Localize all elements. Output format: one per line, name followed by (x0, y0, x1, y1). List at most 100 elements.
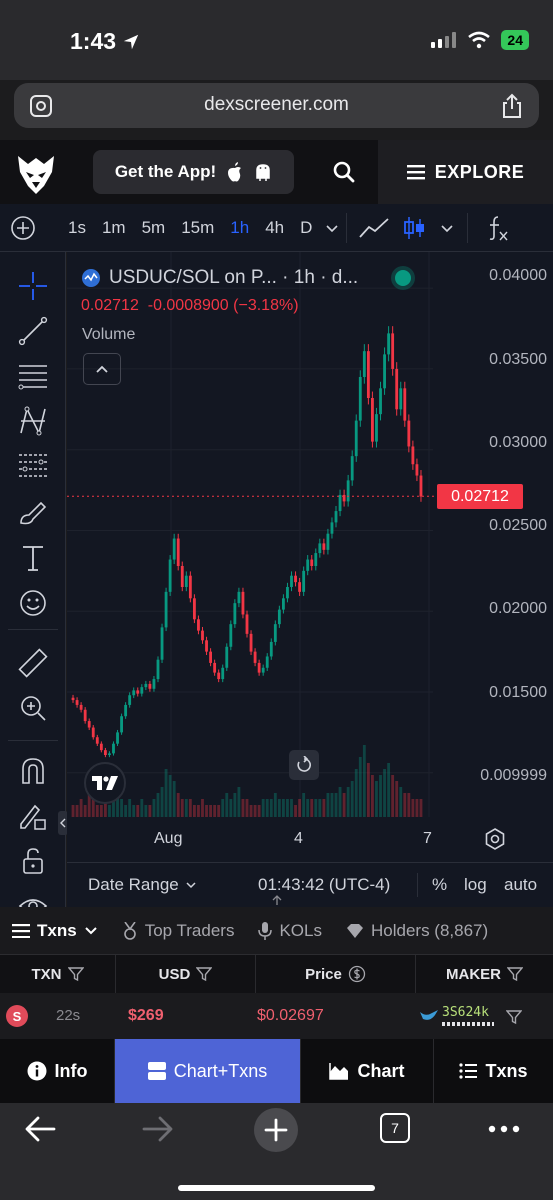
nav-txns[interactable]: Txns (434, 1039, 553, 1103)
brush-icon[interactable] (17, 497, 49, 529)
text-tool-icon[interactable] (17, 542, 49, 574)
price-axis-label: 0.009999 (480, 767, 547, 784)
tab-txns[interactable]: Txns (0, 921, 110, 941)
column-header-price[interactable]: Price (256, 955, 416, 993)
legend-change: -0.0008900 (147, 297, 229, 314)
crosshair-icon[interactable] (17, 270, 49, 302)
volume-bar (184, 799, 188, 817)
interval-15m[interactable]: 15m (181, 217, 215, 237)
table-row[interactable]: S 22s $269 $0.02697 3S624k (0, 993, 553, 1039)
emoji-icon[interactable] (17, 587, 49, 619)
filter-icon[interactable] (196, 966, 213, 982)
indicators-fx-icon[interactable] (484, 214, 512, 242)
interval-4h[interactable]: 4h (265, 217, 285, 237)
interval-dropdown-icon[interactable] (324, 220, 340, 236)
fib-retracement-icon[interactable] (17, 450, 49, 482)
more-options-icon[interactable] (488, 1125, 520, 1133)
stay-in-drawing-mode-icon[interactable] (17, 800, 49, 832)
price-axis-label: 0.01500 (489, 684, 547, 701)
candle-body (209, 651, 213, 663)
tabs-overview-button[interactable]: 7 (380, 1113, 410, 1143)
currency-toggle-icon[interactable] (348, 965, 366, 983)
horizontal-lines-icon[interactable] (17, 360, 49, 392)
line-chart-type-icon[interactable] (357, 215, 391, 241)
trend-line-icon[interactable] (17, 315, 49, 347)
volume-bar (338, 787, 342, 817)
interval-d[interactable]: D (300, 217, 313, 237)
volume-bar (209, 805, 213, 817)
zoom-in-icon[interactable] (17, 692, 49, 724)
tradingview-logo[interactable] (84, 762, 126, 804)
chart-legend-title[interactable]: USDUC/SOL on P... · 1h · d... (81, 267, 358, 289)
tab-top-traders[interactable]: Top Traders (110, 921, 247, 941)
volume-indicator-label[interactable]: Volume (82, 326, 136, 343)
battery-indicator: 24 (501, 30, 529, 50)
column-header-txn[interactable]: TXN (0, 955, 116, 993)
volume-bar (298, 799, 302, 817)
maker-address[interactable]: 3S624k (442, 1005, 494, 1026)
column-header-maker[interactable]: MAKER (416, 955, 553, 993)
page-settings-icon[interactable] (28, 93, 54, 119)
candle-body (407, 420, 411, 447)
dexscreener-logo-icon[interactable] (14, 152, 58, 196)
pattern-tool-icon[interactable] (17, 405, 49, 437)
filter-icon[interactable] (506, 1009, 522, 1025)
url-text[interactable]: dexscreener.com (204, 94, 349, 115)
magnet-icon[interactable] (17, 755, 49, 787)
auto-scale-toggle[interactable]: auto (504, 875, 538, 894)
log-scale-toggle[interactable]: log (464, 875, 487, 894)
tab-kols[interactable]: KOLs (246, 921, 334, 941)
price-axis-label: 0.04000 (489, 267, 547, 284)
candle-body (322, 543, 326, 550)
interval-1s[interactable]: 1s (68, 217, 86, 237)
txn-age: 22s (56, 1007, 81, 1024)
volume-bar (379, 775, 382, 817)
volume-bar (213, 805, 217, 817)
interval-1h[interactable]: 1h (230, 217, 250, 237)
price-chart[interactable]: USDUC/SOL on P... · 1h · d... 0.02712 -0… (67, 252, 553, 862)
add-symbol-button[interactable] (0, 215, 46, 241)
volume-bar (217, 805, 221, 817)
url-bar[interactable]: dexscreener.com (14, 83, 539, 128)
interval-1m[interactable]: 1m (101, 217, 126, 237)
filter-icon[interactable] (507, 966, 523, 982)
candle-body (83, 709, 87, 722)
collapse-legend-button[interactable] (83, 353, 121, 385)
chart-type-dropdown-icon[interactable] (439, 220, 455, 236)
candle-body (91, 727, 95, 738)
tab-holders[interactable]: Holders (8,867) (334, 921, 500, 941)
forward-arrow-icon[interactable] (142, 1115, 174, 1143)
candle-body (415, 464, 419, 476)
share-icon[interactable] (499, 93, 525, 119)
candles-chart-type-icon[interactable] (401, 215, 427, 241)
lock-drawings-icon[interactable] (17, 845, 49, 877)
resize-handle-icon[interactable] (270, 895, 284, 921)
back-arrow-icon[interactable] (24, 1115, 56, 1143)
volume-bar (395, 781, 399, 817)
hide-drawings-icon[interactable] (17, 890, 49, 907)
ruler-icon[interactable] (17, 647, 49, 679)
collapse-tools-icon[interactable] (58, 811, 68, 835)
date-range-dropdown[interactable]: Date Range (88, 875, 197, 895)
volume-bar (286, 799, 289, 817)
nav-chart[interactable]: Chart (301, 1039, 434, 1103)
get-app-button[interactable]: Get the App! (93, 150, 294, 194)
volume-bar (120, 799, 123, 817)
chart-settings-icon[interactable] (483, 827, 507, 851)
volume-bar (354, 769, 358, 817)
nav-chart-txns[interactable]: Chart+Txns (115, 1039, 301, 1103)
percent-scale-toggle[interactable]: % (432, 875, 448, 894)
filter-icon[interactable] (67, 966, 84, 982)
chart-clock[interactable]: 01:43:42 (UTC-4) (258, 875, 391, 894)
interval-5m[interactable]: 5m (141, 217, 166, 237)
search-icon[interactable] (330, 158, 358, 186)
nav-info[interactable]: Info (0, 1039, 115, 1103)
chart-bottom-bar: Date Range 01:43:42 (UTC-4) % log auto (67, 862, 553, 907)
reset-chart-button[interactable] (289, 750, 319, 780)
column-header-usd[interactable]: USD (116, 955, 256, 993)
candle-body (273, 624, 277, 642)
new-tab-button[interactable] (254, 1108, 298, 1152)
candlestick-chart[interactable] (67, 252, 553, 862)
explore-button[interactable]: EXPLORE (378, 140, 553, 204)
candle-body (148, 683, 152, 689)
